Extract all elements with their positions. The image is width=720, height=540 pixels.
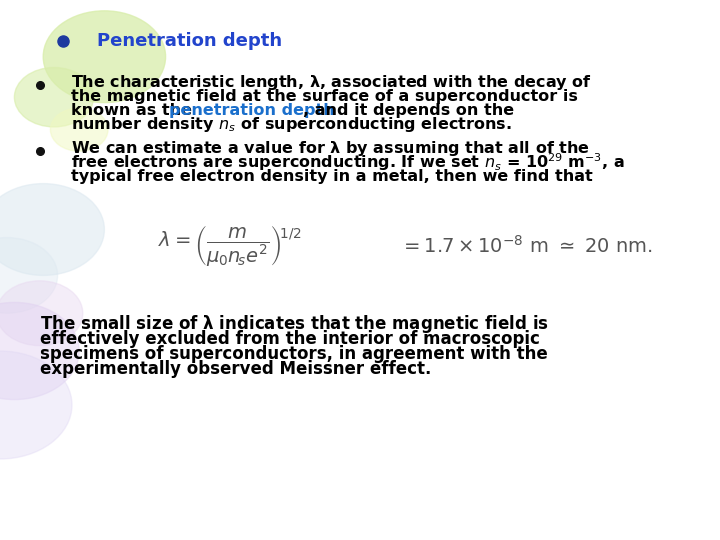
Text: Penetration depth: Penetration depth <box>97 32 282 50</box>
Text: known as the: known as the <box>71 103 197 118</box>
Circle shape <box>0 302 79 400</box>
Circle shape <box>0 351 72 459</box>
Circle shape <box>0 184 104 275</box>
Circle shape <box>0 238 58 313</box>
Text: We can estimate a value for $\mathbf{\lambda}$ by assuming that all of the: We can estimate a value for $\mathbf{\la… <box>71 139 589 158</box>
Circle shape <box>14 68 94 127</box>
Text: The characteristic length, $\mathbf{\lambda}$, associated with the decay of: The characteristic length, $\mathbf{\lam… <box>71 72 591 92</box>
Circle shape <box>0 281 83 346</box>
Text: specimens of superconductors, in agreement with the: specimens of superconductors, in agreeme… <box>40 345 547 363</box>
Circle shape <box>43 11 166 103</box>
Text: penetration depth: penetration depth <box>169 103 335 118</box>
Text: number density $\mathit{n}_s$ of superconducting electrons.: number density $\mathit{n}_s$ of superco… <box>71 114 511 134</box>
Text: experimentally observed Meissner effect.: experimentally observed Meissner effect. <box>40 360 431 379</box>
Text: effectively excluded from the interior of macroscopic: effectively excluded from the interior o… <box>40 330 539 348</box>
Text: $\lambda = \left(\dfrac{m}{\mu_0 n_{\!s} e^2}\right)^{\!1/2}$: $\lambda = \left(\dfrac{m}{\mu_0 n_{\!s}… <box>158 223 302 268</box>
Text: The small size of $\boldsymbol{\lambda}$ indicates that the magnetic field is: The small size of $\boldsymbol{\lambda}$… <box>40 313 549 335</box>
Circle shape <box>50 108 108 151</box>
Text: typical free electron density in a metal, then we find that: typical free electron density in a metal… <box>71 169 593 184</box>
Text: , and it depends on the: , and it depends on the <box>303 103 514 118</box>
Text: free electrons are superconducting. If we set $\mathit{n}_s$ = 10$^{29}$ m$^{-3}: free electrons are superconducting. If w… <box>71 152 624 173</box>
Text: $= 1.7\times10^{-8}$ m $\simeq$ 20 nm.: $= 1.7\times10^{-8}$ m $\simeq$ 20 nm. <box>400 235 653 256</box>
Text: the magnetic field at the surface of a superconductor is: the magnetic field at the surface of a s… <box>71 89 577 104</box>
